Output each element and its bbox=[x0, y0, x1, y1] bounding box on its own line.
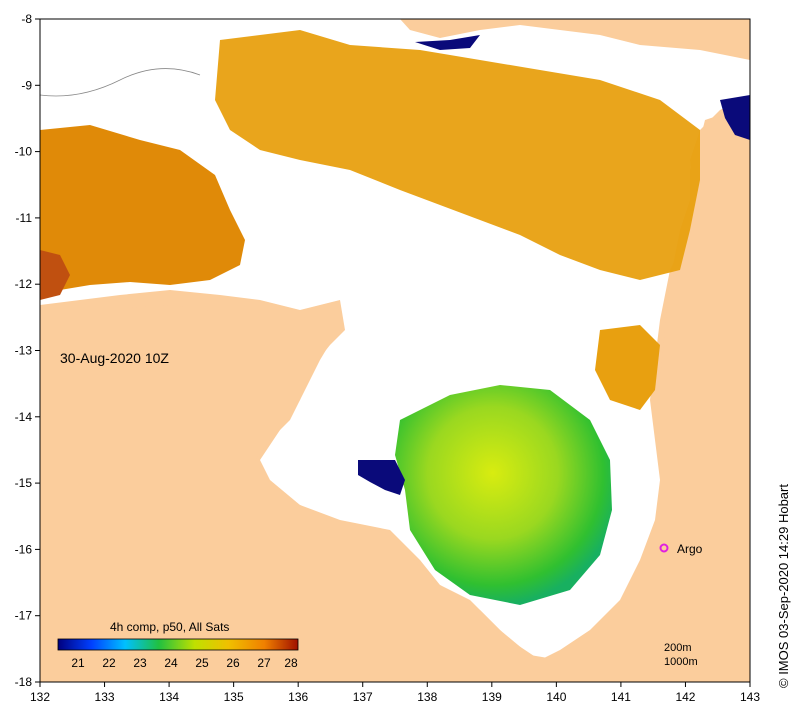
argo-label: Argo bbox=[677, 542, 703, 556]
sst-cold-ne bbox=[720, 95, 750, 140]
y-tick-label: -15 bbox=[15, 476, 33, 490]
colorbar-label: 27 bbox=[257, 656, 271, 670]
y-tick-label: -13 bbox=[15, 344, 33, 358]
sst-central-south bbox=[395, 385, 612, 605]
depth-contour-line bbox=[40, 68, 201, 97]
y-tick-label: -16 bbox=[15, 542, 33, 556]
x-tick-label: 134 bbox=[159, 690, 179, 704]
gulf-south-land bbox=[40, 305, 750, 682]
colorbar-label: 23 bbox=[133, 656, 147, 670]
x-tick-label: 132 bbox=[30, 690, 50, 704]
y-axis: -8 -9 -10 -11 -12 -13 -14 -15 -16 -17 -18 bbox=[15, 12, 40, 689]
new-guinea-coast bbox=[400, 19, 750, 60]
y-tick-label: -9 bbox=[21, 78, 32, 92]
sst-cold-top bbox=[415, 35, 480, 50]
colorbar-title: 4h comp, p50, All Sats bbox=[110, 620, 230, 634]
colorbar-label: 26 bbox=[226, 656, 240, 670]
x-tick-label: 138 bbox=[417, 690, 437, 704]
contour-200m: 200m bbox=[664, 642, 692, 654]
x-tick-label: 142 bbox=[675, 690, 695, 704]
colorbar-label: 24 bbox=[164, 656, 178, 670]
contour-1000m: 1000m bbox=[664, 656, 698, 668]
map-timestamp: 30-Aug-2020 10Z bbox=[60, 350, 169, 366]
contour-legend: 200m 1000m bbox=[664, 641, 698, 669]
colorbar-label: 21 bbox=[71, 656, 85, 670]
colorbar-labels: 21 22 23 24 25 26 27 28 bbox=[58, 656, 298, 670]
y-tick-label: -11 bbox=[16, 211, 33, 225]
colorbar-label: 28 bbox=[284, 656, 298, 670]
cape-york bbox=[560, 19, 750, 682]
x-tick-label: 133 bbox=[95, 690, 115, 704]
imos-credit: © IMOS 03-Sep-2020 14:29 Hobart bbox=[776, 484, 791, 688]
argo-marker[interactable] bbox=[659, 543, 669, 553]
sst-cold-patch bbox=[358, 460, 405, 495]
y-tick-label: -12 bbox=[15, 277, 33, 291]
x-tick-label: 143 bbox=[740, 690, 760, 704]
sst-hot-spot bbox=[40, 250, 70, 300]
y-tick-label: -18 bbox=[15, 675, 33, 689]
x-tick-label: 135 bbox=[224, 690, 244, 704]
x-tick-label: 139 bbox=[482, 690, 502, 704]
colorbar bbox=[57, 638, 299, 651]
colorbar-label: 22 bbox=[102, 656, 116, 670]
x-tick-label: 137 bbox=[353, 690, 373, 704]
y-tick-label: -10 bbox=[15, 145, 33, 159]
y-tick-label: -8 bbox=[21, 12, 32, 26]
y-tick-label: -17 bbox=[15, 609, 33, 623]
x-tick-label: 140 bbox=[546, 690, 566, 704]
sst-warm-west bbox=[40, 125, 245, 300]
x-tick-label: 141 bbox=[611, 690, 631, 704]
x-axis: 132 133 134 135 136 137 138 139 140 141 142 143 bbox=[30, 682, 760, 704]
x-tick-label: 136 bbox=[288, 690, 308, 704]
y-tick-label: -14 bbox=[15, 410, 33, 424]
sst-warm-north bbox=[215, 30, 700, 280]
sst-warm-east-patch bbox=[595, 325, 660, 410]
colorbar-label: 25 bbox=[195, 656, 209, 670]
